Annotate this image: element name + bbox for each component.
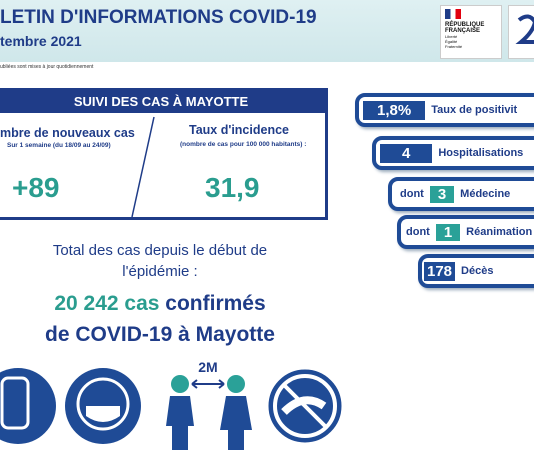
- sublabel: Sur 1 semaine (du 18/09 au 24/09): [7, 142, 111, 149]
- header-date: tembre 2021: [0, 33, 82, 49]
- logo-line: FRANÇAISE: [445, 28, 481, 34]
- value: +89: [12, 172, 60, 203]
- logo-line: RÉPUBLIQUE: [445, 22, 485, 28]
- icon-distance: 2M: [198, 362, 217, 375]
- icon-arrow: [191, 379, 225, 389]
- stat: 178 Décès: [418, 254, 534, 288]
- ars-logo: [515, 14, 534, 44]
- value: 31,9: [205, 172, 260, 203]
- stat: 1,8% Taux de positivit: [355, 93, 534, 127]
- stat-value: 1,8%: [363, 100, 426, 120]
- stat-value: 3: [429, 185, 455, 203]
- icon-person: [220, 396, 252, 450]
- icon-person: [227, 375, 245, 393]
- divider: [131, 116, 155, 218]
- label: mbre de nouveaux cas: [0, 126, 135, 140]
- stat-label: Taux de positivit: [431, 104, 518, 116]
- logo-mark: [515, 14, 534, 44]
- stat-value: 178: [424, 261, 456, 281]
- icon-hands: [281, 396, 327, 415]
- icon-ring: [273, 374, 337, 438]
- stat-value: 1: [435, 223, 461, 241]
- icon-slash: [282, 383, 328, 429]
- total-text: confirmés: [165, 292, 266, 315]
- logo: [508, 5, 534, 59]
- icons: 2M: [0, 362, 342, 450]
- icon-person: [166, 396, 194, 450]
- stat-value: 4: [380, 143, 433, 163]
- icon-head: [76, 377, 130, 431]
- stat-prefix: dont: [400, 188, 424, 200]
- divider-line: [131, 116, 155, 218]
- stat-label: Médecine: [460, 188, 511, 200]
- stat-label: Réanimation: [466, 226, 533, 238]
- total-intro: l'épidémie :: [122, 263, 198, 280]
- total-count: 20 242 cas: [54, 292, 160, 315]
- total-line: 20 242 cas confirmés: [0, 292, 320, 316]
- icon-mask-shape: [86, 406, 120, 422]
- stat: dont 1 Réanimation: [397, 215, 534, 249]
- stat-label: Décès: [461, 265, 494, 277]
- panel-title: SUIVI DES CAS À MAYOTTE: [0, 91, 325, 113]
- stat: dont 3 Médecine: [388, 177, 534, 211]
- sublabel: (nombre de cas pour 100 000 habitants) :: [180, 141, 307, 148]
- total-line: de COVID-19 à Mayotte: [45, 323, 275, 346]
- flag: [445, 9, 461, 19]
- label: Taux d'incidence: [189, 123, 289, 137]
- panel: [0, 88, 328, 220]
- stat-label: Hospitalisations: [438, 147, 524, 159]
- total-intro: Total des cas depuis le début de: [52, 242, 268, 259]
- logo-motto: Liberté Égalité Fraternité: [445, 34, 463, 49]
- logo: RÉPUBLIQUE FRANÇAISE Liberté Égalité Fra…: [440, 5, 502, 59]
- stat: 4 Hospitalisations: [372, 136, 534, 170]
- header-title: LETIN D'INFORMATIONS COVID-19: [0, 7, 317, 28]
- header-note: ubliées sont mises à jour quotidiennemen…: [0, 64, 94, 70]
- icon-hands: [0, 376, 30, 430]
- stat-prefix: dont: [406, 226, 430, 238]
- icon-person: [171, 375, 189, 393]
